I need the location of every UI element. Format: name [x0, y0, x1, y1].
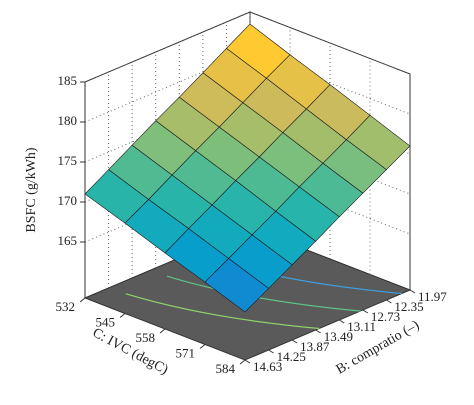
x-tick — [119, 313, 126, 318]
y-tick-label: 14.63 — [253, 359, 282, 374]
x-tick-label: 545 — [96, 314, 116, 329]
surface-patch — [204, 258, 270, 313]
x-tick-label: 584 — [216, 361, 236, 376]
y-tick-label: 14.25 — [277, 349, 306, 364]
y-tick-label: 12.73 — [371, 309, 400, 324]
z-tick-label: 185 — [58, 73, 78, 88]
y-tick — [291, 339, 298, 344]
floor-contour — [125, 293, 320, 330]
x-tick-label: 532 — [56, 299, 76, 314]
x-tick — [199, 344, 206, 349]
x-tick — [79, 297, 86, 303]
y-tick-label: 13.49 — [324, 329, 353, 344]
y-tick — [268, 349, 274, 354]
y-tick-label: 13.11 — [347, 319, 376, 334]
z-tick-label: 175 — [58, 153, 78, 168]
x-tick-label: 571 — [176, 345, 196, 360]
y-tick — [339, 319, 345, 324]
y-tick — [315, 329, 321, 334]
y-tick — [409, 289, 416, 294]
z-tick-label: 170 — [58, 193, 78, 208]
x-tick — [159, 328, 166, 334]
z-tick-label: 180 — [58, 113, 78, 128]
y-tick-label: 13.87 — [300, 339, 330, 354]
y-tick-label: 11.97 — [418, 289, 447, 304]
z-axis-title: BSFC (g/kWh) — [24, 147, 39, 233]
y-tick — [362, 309, 369, 314]
y-tick — [386, 299, 392, 304]
x-tick-label: 558 — [136, 330, 156, 345]
z-tick-label: 165 — [58, 233, 78, 248]
x-axis-title: C: IVC (degC) — [90, 326, 171, 378]
y-tick-label: 12.35 — [394, 299, 423, 314]
y-tick — [244, 359, 251, 364]
x-tick — [239, 359, 246, 365]
